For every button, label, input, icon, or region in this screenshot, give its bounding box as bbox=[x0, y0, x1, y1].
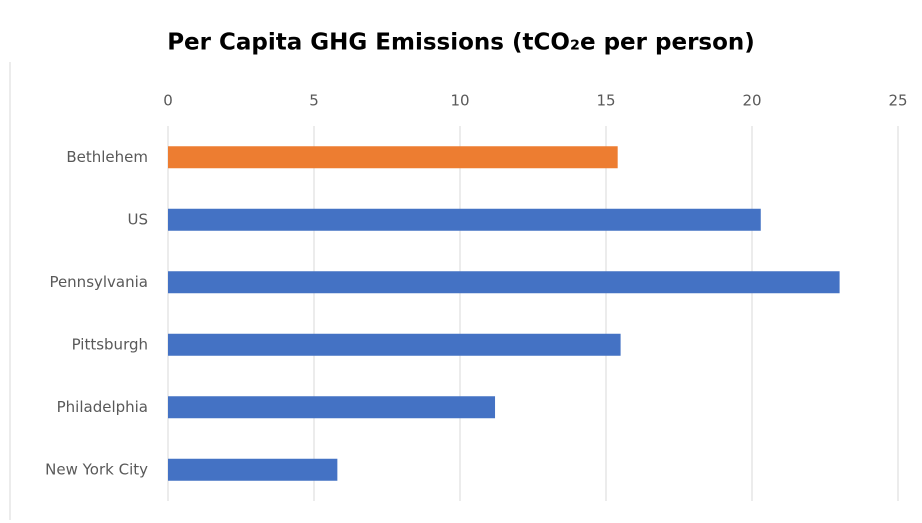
x-tick-label: 15 bbox=[596, 92, 615, 110]
x-tick-label: 20 bbox=[742, 92, 761, 110]
y-tick-label: Pittsburgh bbox=[72, 335, 148, 353]
y-tick-label: Bethlehem bbox=[66, 148, 148, 166]
bar bbox=[168, 396, 496, 419]
x-tick-label: 0 bbox=[163, 92, 173, 110]
bar bbox=[168, 458, 338, 481]
x-tick-label: 5 bbox=[309, 92, 319, 110]
chart-title: Per Capita GHG Emissions (tCO₂e per pers… bbox=[167, 30, 755, 56]
y-tick-label: Philadelphia bbox=[57, 398, 148, 416]
x-tick-label: 25 bbox=[888, 92, 907, 110]
x-tick-label: 10 bbox=[450, 92, 469, 110]
bar bbox=[168, 271, 840, 294]
y-tick-label: New York City bbox=[45, 460, 148, 478]
bar bbox=[168, 146, 618, 169]
y-tick-label: US bbox=[127, 210, 148, 228]
y-tick-label: Pennsylvania bbox=[49, 273, 148, 291]
bar bbox=[168, 333, 621, 356]
bar bbox=[168, 208, 761, 231]
